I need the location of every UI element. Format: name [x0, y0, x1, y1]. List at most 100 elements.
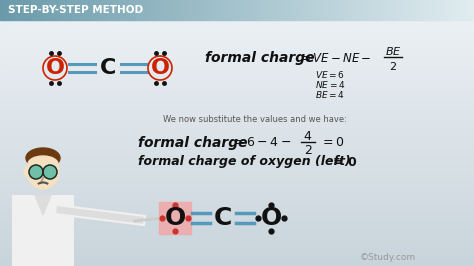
Bar — [0, 265, 474, 266]
Bar — [441, 0, 442, 20]
Bar — [440, 0, 441, 20]
Bar — [66, 0, 67, 20]
Bar — [339, 0, 340, 20]
Bar — [0, 187, 474, 188]
Bar — [174, 0, 175, 20]
Bar — [338, 0, 339, 20]
Bar — [79, 0, 80, 20]
Bar — [0, 163, 474, 164]
Bar — [427, 0, 428, 20]
Bar — [414, 0, 415, 20]
Text: $BE = 4$: $BE = 4$ — [315, 89, 345, 99]
Bar — [162, 0, 163, 20]
Bar — [247, 0, 248, 20]
Bar — [275, 0, 276, 20]
Bar — [161, 0, 162, 20]
Bar — [67, 0, 68, 20]
Bar — [0, 73, 474, 74]
Bar — [5, 0, 6, 20]
Bar — [0, 179, 474, 180]
Bar — [68, 0, 69, 20]
Bar — [0, 5, 474, 6]
Bar — [0, 87, 474, 88]
Bar — [260, 0, 261, 20]
Bar — [0, 35, 474, 36]
Bar — [344, 0, 345, 20]
Bar — [0, 26, 474, 27]
Bar — [123, 0, 124, 20]
Bar — [291, 0, 292, 20]
Bar — [354, 0, 355, 20]
Bar — [434, 0, 435, 20]
Bar — [300, 0, 301, 20]
Bar — [368, 0, 369, 20]
Bar — [419, 0, 420, 20]
Bar — [0, 57, 474, 58]
Bar — [225, 0, 226, 20]
Bar — [422, 0, 423, 20]
Bar — [197, 0, 198, 20]
Text: $4$: $4$ — [303, 130, 313, 143]
Bar — [230, 0, 231, 20]
Bar — [0, 257, 474, 258]
Bar — [0, 72, 474, 73]
Bar — [0, 245, 474, 246]
Bar — [374, 0, 375, 20]
Bar — [74, 0, 75, 20]
Bar — [105, 0, 106, 20]
Bar — [290, 0, 291, 20]
Polygon shape — [35, 195, 43, 215]
Bar — [421, 0, 422, 20]
Bar — [0, 238, 474, 239]
Bar — [351, 0, 352, 20]
Bar — [0, 243, 474, 244]
Bar — [308, 0, 309, 20]
Bar — [437, 0, 438, 20]
Bar — [365, 0, 366, 20]
Bar — [471, 0, 472, 20]
Bar — [0, 140, 474, 141]
Bar — [0, 204, 474, 205]
Bar — [0, 123, 474, 124]
Bar — [20, 0, 21, 20]
Bar — [295, 0, 296, 20]
Bar — [420, 0, 421, 20]
Bar — [302, 0, 303, 20]
Bar — [0, 74, 474, 75]
Text: STEP-BY-STEP METHOD: STEP-BY-STEP METHOD — [8, 5, 143, 15]
Bar — [44, 0, 45, 20]
Bar — [0, 168, 474, 169]
Bar — [159, 202, 191, 234]
Bar — [0, 203, 474, 204]
Bar — [0, 86, 474, 87]
Bar — [212, 0, 213, 20]
Bar — [416, 0, 417, 20]
Bar — [73, 0, 74, 20]
Bar — [0, 9, 474, 10]
Bar — [93, 0, 94, 20]
Bar — [266, 0, 267, 20]
Bar — [0, 207, 474, 208]
Bar — [88, 0, 89, 20]
Bar — [372, 0, 373, 20]
Bar — [0, 58, 474, 59]
Bar — [350, 0, 351, 20]
Bar — [0, 77, 474, 78]
Bar — [418, 0, 419, 20]
Bar — [0, 71, 474, 72]
Bar — [0, 205, 474, 206]
Bar — [193, 0, 194, 20]
Bar — [387, 0, 388, 20]
Bar — [0, 214, 474, 215]
Bar — [379, 0, 380, 20]
Bar — [463, 0, 464, 20]
Bar — [206, 0, 207, 20]
Bar — [389, 0, 390, 20]
Bar — [65, 0, 66, 20]
Bar — [150, 0, 151, 20]
Circle shape — [29, 165, 43, 179]
Bar — [336, 0, 337, 20]
Bar — [78, 0, 79, 20]
Bar — [0, 143, 474, 144]
Bar — [0, 54, 474, 55]
